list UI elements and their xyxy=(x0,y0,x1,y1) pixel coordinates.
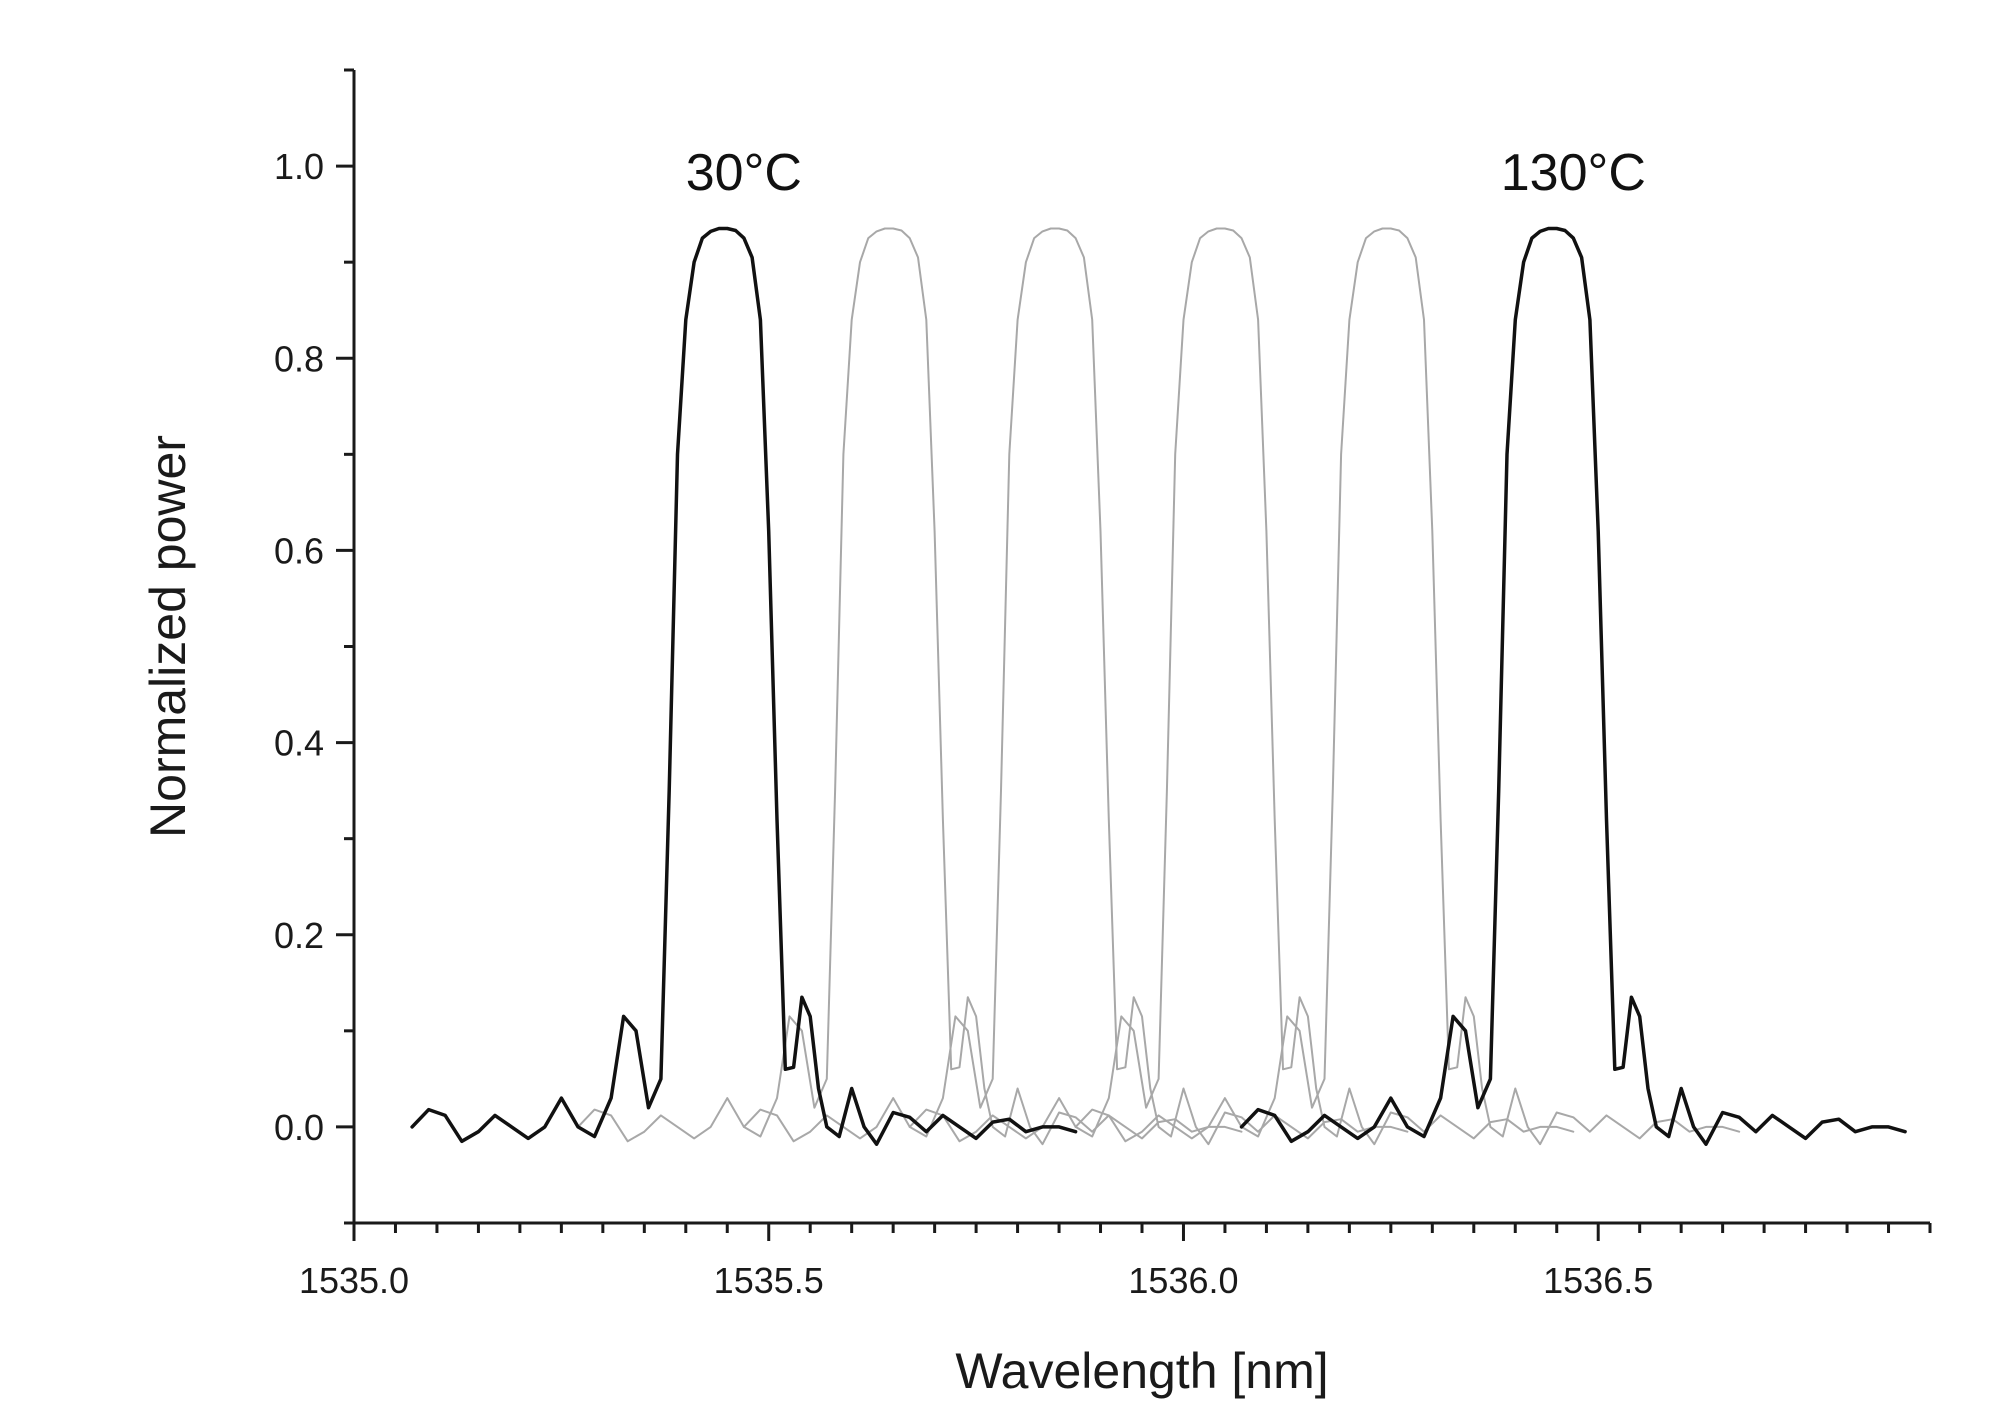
x-tick-label: 1536.5 xyxy=(1543,1260,1653,1301)
y-tick-label: 0.4 xyxy=(274,723,324,764)
series-line-2 xyxy=(742,227,1409,1146)
x-tick-label: 1535.0 xyxy=(299,1260,409,1301)
axes-layer: 0.00.20.40.60.81.0 1535.0 1535.5 1536.0 153… xyxy=(274,68,1932,1301)
y-tick-label: 0.6 xyxy=(274,530,324,571)
y-axis-label: Normalized power xyxy=(140,435,196,838)
x-tick-label: 1535.5 xyxy=(714,1260,824,1301)
x-axis-label: Wavelength [nm] xyxy=(955,1343,1328,1399)
y-tick-label: 0.0 xyxy=(274,1107,324,1148)
series-line-4 xyxy=(1074,227,1741,1146)
annotation-30c: 30°C xyxy=(686,144,802,202)
series-line-1 xyxy=(577,227,1243,1146)
y-tick-label: 1.0 xyxy=(274,146,324,187)
series-line-0 xyxy=(410,226,1078,1146)
series-line-5 xyxy=(1239,226,1907,1146)
annotation-130c: 130°C xyxy=(1501,144,1646,202)
series-line-3 xyxy=(908,227,1575,1146)
y-ticks: 0.0 0.2 0.4 0.6 0.8 1.0 xyxy=(274,68,354,1225)
y-tick-label: 0.2 xyxy=(274,915,324,956)
series-layer xyxy=(410,226,1907,1146)
x-tick-label: 1536.0 xyxy=(1128,1260,1238,1301)
y-tick-label: 0.8 xyxy=(274,338,324,379)
x-ticks: 1535.0 1535.5 1536.0 1536.5 xyxy=(299,1223,1932,1301)
